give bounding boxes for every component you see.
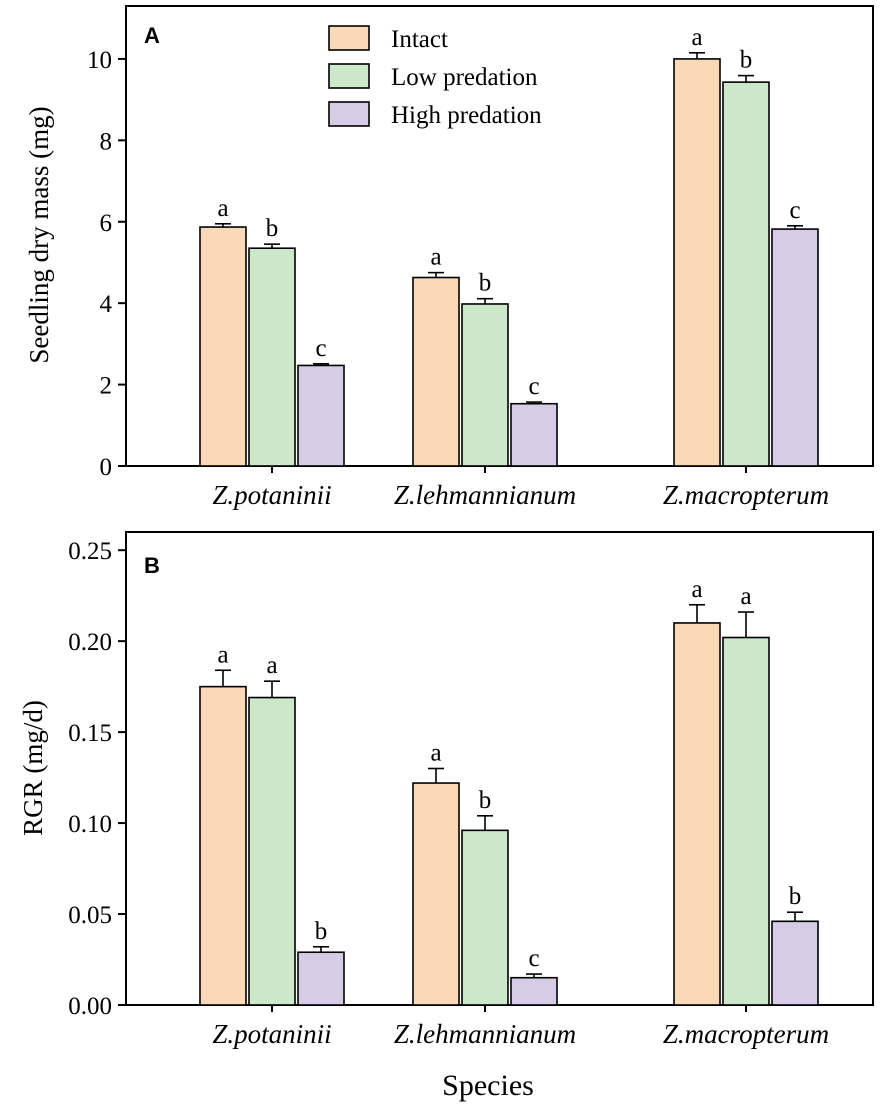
- bar: [412, 782, 460, 1006]
- legend-entry: Low predation: [391, 64, 538, 91]
- significance-letter: a: [740, 583, 751, 610]
- bar: [771, 920, 819, 1006]
- significance-letter: b: [740, 47, 753, 74]
- significance-letter: a: [430, 244, 441, 271]
- y-axis-label: Seedling dry mass (mg): [24, 106, 54, 363]
- significance-letter: b: [315, 918, 328, 945]
- significance-letter: a: [691, 24, 702, 51]
- bar: [673, 58, 721, 467]
- y-tick-label: 0.00: [68, 993, 112, 1020]
- bar: [248, 247, 296, 467]
- bar: [461, 303, 509, 467]
- panel-label: B: [144, 553, 160, 578]
- significance-letter: a: [430, 740, 441, 767]
- y-tick-label: 0: [100, 454, 113, 481]
- significance-letter: a: [217, 641, 228, 668]
- bar: [722, 636, 770, 1006]
- panel-A: 0 2 4 6 8 10 Z.potaninii Z.lehmannianum Z.macrop…: [24, 5, 874, 510]
- x-category-label: Z.macropterum: [663, 480, 829, 510]
- y-tick-label: 0.20: [68, 629, 112, 656]
- significance-letter: a: [266, 652, 277, 679]
- legend-swatch: [328, 101, 370, 127]
- bar: [297, 951, 345, 1006]
- bar: [722, 81, 770, 467]
- panel-label: A: [144, 23, 160, 48]
- bar: [248, 696, 296, 1006]
- y-tick-label: 10: [87, 47, 112, 74]
- y-tick-label: 0.10: [68, 811, 112, 838]
- bar: [510, 976, 558, 1006]
- y-tick-label: 6: [100, 210, 113, 237]
- bar: [771, 228, 819, 467]
- legend-entry: High predation: [391, 102, 542, 129]
- bar: [510, 402, 558, 467]
- significance-letter: c: [528, 945, 539, 972]
- x-axis-label: Species: [442, 1069, 534, 1102]
- significance-letter: a: [691, 576, 702, 603]
- x-category-label: Z.potaninii: [212, 1019, 331, 1049]
- panel-B: 0.00 0.05 0.10 0.15 0.20 0.25 Z.potaninii Z.leh…: [18, 531, 874, 1102]
- y-tick-label: 2: [100, 373, 113, 400]
- x-category-label: Z.potaninii: [212, 480, 331, 510]
- bar: [199, 226, 247, 467]
- significance-letter: a: [217, 195, 228, 222]
- bar: [412, 276, 460, 467]
- y-tick-label: 0.05: [68, 902, 112, 929]
- significance-letter: c: [315, 335, 326, 362]
- x-category-label: Z.lehmannianum: [394, 480, 576, 510]
- x-category-label: Z.macropterum: [663, 1019, 829, 1049]
- bar: [297, 364, 345, 467]
- x-category-label: Z.lehmannianum: [394, 1019, 576, 1049]
- significance-letter: b: [479, 787, 492, 814]
- y-tick-label: 4: [100, 291, 113, 318]
- legend-swatch: [328, 63, 370, 89]
- legend-entry: Intact: [391, 26, 448, 53]
- y-tick-label: 0.25: [68, 538, 112, 565]
- significance-letter: c: [789, 197, 800, 224]
- y-axis-label: RGR (mg/d): [18, 700, 48, 836]
- y-tick-label: 0.15: [68, 720, 112, 747]
- significance-letter: c: [528, 373, 539, 400]
- legend-swatch: [328, 25, 370, 51]
- bar: [199, 685, 247, 1006]
- y-tick-label: 8: [100, 128, 113, 155]
- legend: Intact Low predation High predation: [328, 25, 542, 129]
- significance-letter: b: [789, 883, 802, 910]
- significance-letter: b: [266, 215, 279, 242]
- significance-letter: b: [479, 270, 492, 297]
- bar: [673, 622, 721, 1006]
- bar: [461, 829, 509, 1006]
